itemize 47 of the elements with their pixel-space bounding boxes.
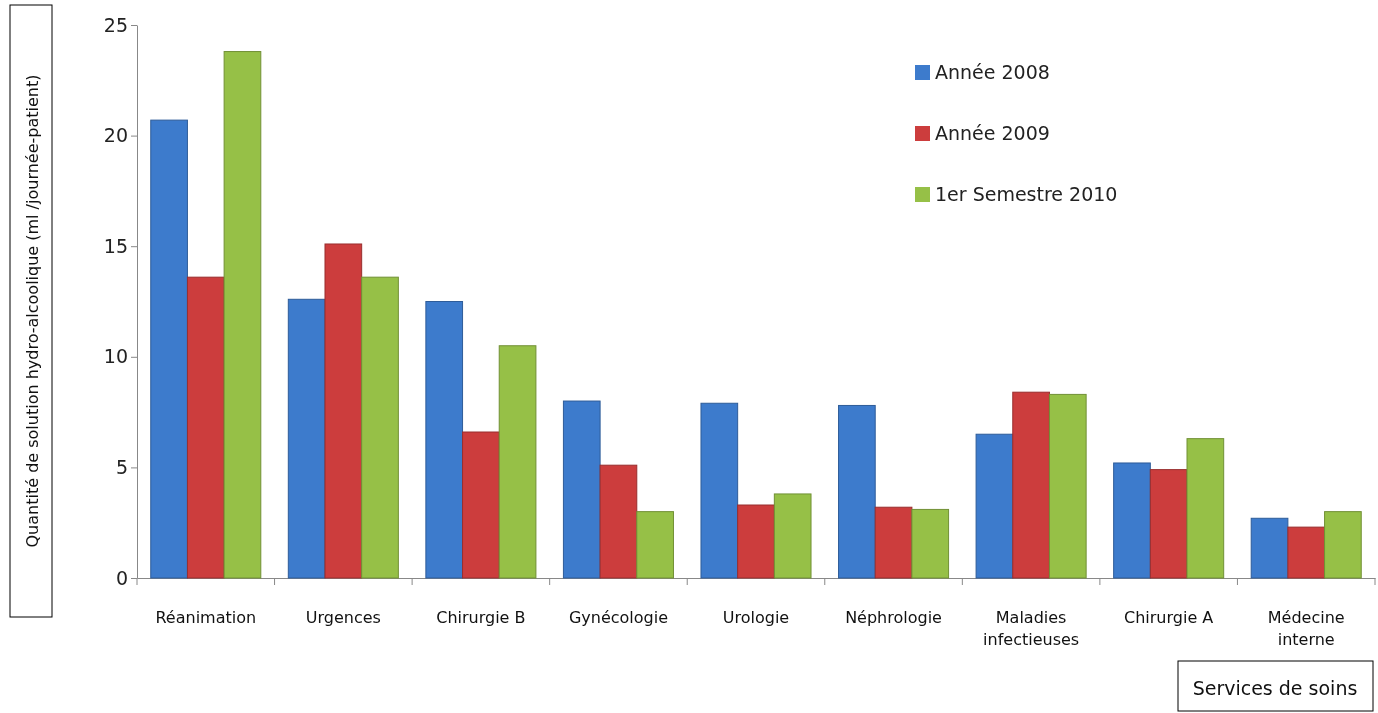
bar: [150, 119, 188, 579]
bar: [700, 402, 739, 579]
bar: [186, 276, 225, 579]
bar: [975, 433, 1014, 579]
bar: [911, 508, 950, 579]
legend-label: 1er Semestre 2010: [935, 183, 1118, 205]
y-tick-label: 5: [115, 455, 128, 478]
bar: [636, 511, 674, 579]
bar: [773, 493, 812, 579]
y-tick-label: 20: [103, 124, 128, 147]
bar: [223, 51, 262, 579]
x-tick-label: Urologie: [722, 608, 790, 627]
bar: [324, 243, 363, 579]
x-tick-label: Médecine interne: [1267, 608, 1345, 649]
bar: [287, 298, 326, 579]
bar: [562, 400, 601, 579]
bar: [498, 345, 537, 579]
bar: [838, 404, 876, 579]
x-tick-label: Réanimation: [155, 608, 257, 627]
bar: [1149, 469, 1188, 579]
bar: [599, 464, 638, 579]
bar: [1048, 393, 1087, 579]
bar: [462, 431, 500, 579]
x-tick-label: Néphrologie: [845, 608, 942, 627]
bar: [1250, 517, 1289, 579]
bar: [1113, 462, 1151, 579]
bar: [737, 504, 775, 579]
x-axis-title: Services de soins: [1192, 677, 1358, 699]
bar: [1186, 438, 1225, 579]
bar: [874, 506, 913, 579]
bar: [361, 276, 399, 579]
x-tick-label: Gynécologie: [568, 608, 669, 627]
y-axis-title: Quantité de solution hydro-alcoolique (ml /journée-patient): [23, 74, 42, 548]
y-tick-label: 25: [103, 13, 128, 36]
bar: [1012, 391, 1050, 579]
x-tick-label: Chirurgie A: [1124, 608, 1214, 627]
y-tick-label: 10: [103, 345, 128, 368]
bar: [1324, 511, 1362, 579]
x-tick-label: Urgences: [305, 608, 381, 627]
x-tick-label: Maladies infectieuses: [983, 608, 1080, 649]
bar: [1287, 526, 1326, 579]
x-tick-label: Chirurgie B: [436, 608, 526, 627]
legend-label: Année 2009: [935, 122, 1050, 144]
y-tick-label: 0: [115, 566, 128, 589]
y-tick-label: 15: [103, 234, 128, 257]
legend-label: Année 2008: [935, 61, 1050, 83]
bar: [425, 301, 464, 579]
